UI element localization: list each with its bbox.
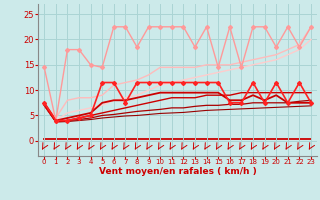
X-axis label: Vent moyen/en rafales ( km/h ): Vent moyen/en rafales ( km/h ) [99,167,256,176]
